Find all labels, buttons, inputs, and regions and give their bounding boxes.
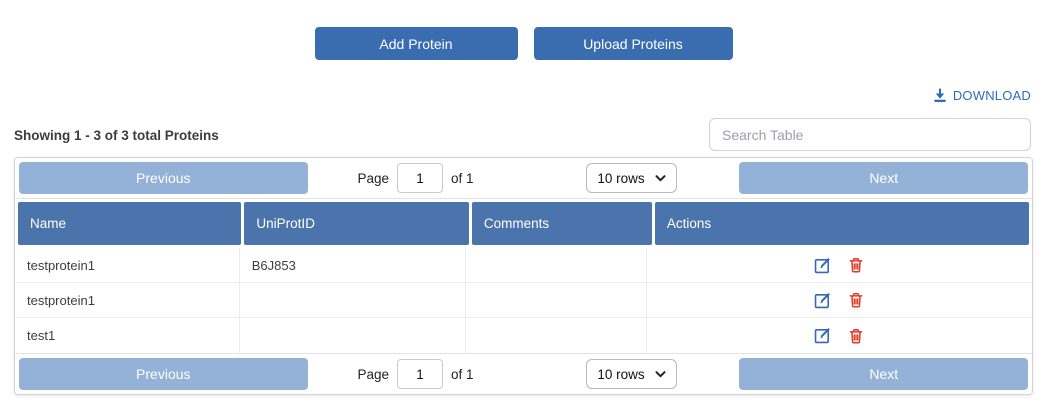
cell-uniprotid [240, 283, 466, 317]
column-header-actions: Actions [654, 202, 1029, 245]
page-number-group: Page of 1 [308, 163, 524, 193]
pagination-top: Previous Page of 1 10 rows Next [15, 158, 1032, 199]
cell-actions [647, 283, 1032, 317]
page-of-label: of 1 [451, 170, 474, 186]
cell-name: test1 [15, 318, 240, 353]
edit-square-icon [813, 326, 832, 345]
search-input[interactable] [709, 118, 1031, 151]
rows-per-page-select[interactable]: 10 rows [586, 163, 677, 193]
edit-button[interactable] [813, 256, 832, 275]
cell-name: testprotein1 [15, 248, 240, 282]
rows-select-group: 10 rows [524, 359, 740, 389]
rows-per-page-select[interactable]: 10 rows [586, 359, 677, 389]
add-protein-button[interactable]: Add Protein [314, 27, 518, 60]
chevron-down-icon [655, 174, 666, 182]
page-label: Page [357, 366, 390, 382]
pagination-bottom: Previous Page of 1 10 rows Next [15, 353, 1032, 394]
edit-square-icon [813, 256, 832, 275]
trash-icon [847, 327, 865, 345]
rows-per-page-value: 10 rows [597, 170, 645, 186]
previous-page-button[interactable]: Previous [19, 162, 308, 194]
chevron-down-icon [655, 370, 666, 378]
column-header-uniprotid: UniProtID [244, 202, 469, 245]
pagination-middle: Page of 1 10 rows [308, 163, 740, 193]
next-page-button[interactable]: Next [739, 358, 1028, 390]
edit-square-icon [813, 291, 832, 310]
edit-button[interactable] [813, 291, 832, 310]
column-header-comments: Comments [471, 202, 652, 245]
cell-actions [647, 248, 1032, 282]
meta-row: Showing 1 - 3 of 3 total Proteins [14, 118, 1031, 151]
download-icon [931, 86, 949, 104]
delete-button[interactable] [847, 256, 865, 274]
cell-comments [466, 318, 647, 353]
previous-page-button[interactable]: Previous [19, 358, 308, 390]
pagination-middle: Page of 1 10 rows [308, 359, 740, 389]
page-number-input[interactable] [397, 359, 444, 389]
cell-uniprotid: B6J853 [240, 248, 466, 282]
trash-icon [847, 291, 865, 309]
page-of-label: of 1 [451, 366, 474, 382]
download-link[interactable]: DOWNLOAD [931, 86, 1031, 104]
top-button-bar: Add Protein Upload Proteins [0, 0, 1047, 60]
table-row: testprotein1 B6J853 [15, 248, 1032, 283]
edit-button[interactable] [813, 326, 832, 345]
page-number-input[interactable] [397, 163, 444, 193]
table-row: testprotein1 [15, 283, 1032, 318]
rows-per-page-value: 10 rows [597, 366, 645, 382]
cell-actions [647, 318, 1032, 353]
cell-name: testprotein1 [15, 283, 240, 317]
protein-table-card: Previous Page of 1 10 rows Next [14, 157, 1033, 395]
download-row: DOWNLOAD [0, 86, 1031, 104]
next-page-button[interactable]: Next [739, 162, 1028, 194]
download-label: DOWNLOAD [952, 87, 1031, 103]
upload-proteins-button[interactable]: Upload Proteins [533, 27, 733, 60]
results-summary: Showing 1 - 3 of 3 total Proteins [14, 128, 219, 143]
cell-comments [466, 283, 647, 317]
table-header-row: Name UniProtID Comments Actions [15, 199, 1032, 248]
trash-icon [847, 256, 865, 274]
column-header-name: Name [18, 202, 242, 245]
cell-comments [466, 248, 647, 282]
table-row: test1 [15, 318, 1032, 353]
table-body: testprotein1 B6J853 [15, 248, 1032, 353]
rows-select-group: 10 rows [524, 163, 740, 193]
delete-button[interactable] [847, 291, 865, 309]
delete-button[interactable] [847, 327, 865, 345]
page-number-group: Page of 1 [308, 359, 524, 389]
cell-uniprotid [240, 318, 466, 353]
page-label: Page [357, 170, 390, 186]
